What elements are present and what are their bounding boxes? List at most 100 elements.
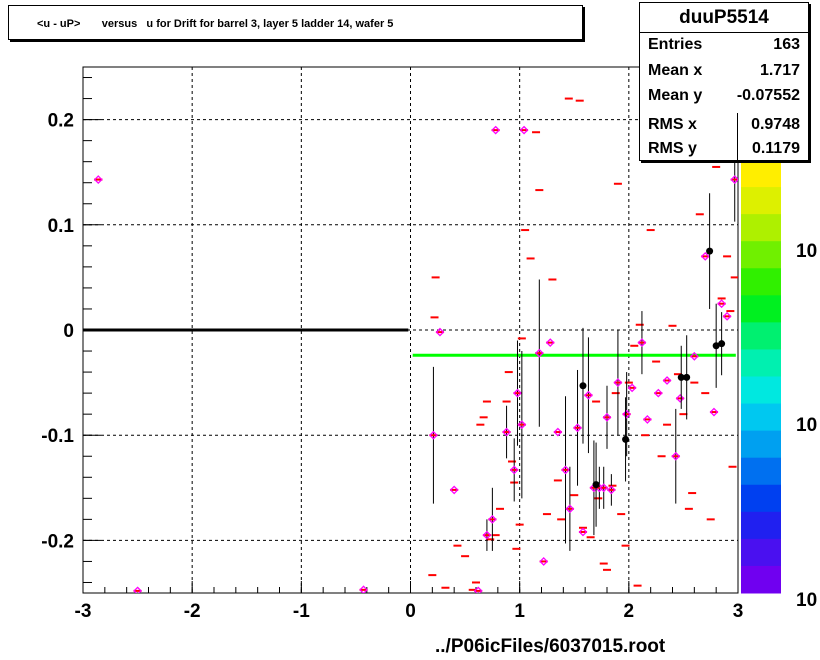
profile-point: [642, 415, 652, 424]
stats-row-mean-x: Mean x 1.717: [648, 62, 800, 86]
stats-value: 163: [773, 36, 800, 53]
stats-row-entries: Entries 163: [648, 36, 800, 60]
profile-point: [449, 485, 459, 495]
palette-cell: [741, 457, 781, 486]
stats-value: 1.717: [759, 62, 800, 79]
x-tick-label: -1: [293, 601, 310, 622]
stats-label: Mean y: [648, 87, 703, 104]
stats-row-rms-x: RMS x 0.9748: [648, 116, 800, 140]
stats-label: Entries: [648, 36, 703, 53]
palette-cell: [741, 268, 781, 296]
stats-name: duuP5514: [679, 7, 769, 28]
profile-point: [709, 407, 719, 417]
stats-box: duuP5514 Entries 163 Mean x 1.717 Mean y…: [639, 2, 809, 161]
chart-title: <u - uP> versus u for Drift for barrel 3…: [37, 18, 394, 30]
black-point: [677, 373, 685, 381]
x-tick-label: -3: [75, 601, 92, 622]
palette-cell: [741, 160, 781, 188]
profile-point: [627, 383, 637, 393]
x-tick-label: 0: [405, 601, 416, 622]
stats-label: RMS x: [648, 116, 697, 133]
y-tick-label: 0.1: [48, 216, 75, 237]
profile-point: [613, 378, 623, 388]
profile-point: [573, 423, 582, 433]
y-tick-label: -0.1: [41, 426, 74, 447]
palette-cell: [741, 295, 781, 323]
profile-point: [553, 427, 563, 437]
profile-point: [700, 251, 710, 261]
palette-cell: [741, 538, 781, 567]
black-point: [706, 247, 714, 255]
palette-cell: [741, 511, 781, 540]
x-tick-label: 1: [514, 601, 525, 622]
palette-cell: [741, 214, 781, 242]
palette-cell: [741, 241, 781, 269]
palette-cell: [741, 322, 781, 350]
profile-point: [722, 311, 732, 321]
profile-point: [519, 125, 529, 135]
stats-value: -0.07552: [736, 87, 800, 104]
colorbar-label: 10: [796, 590, 817, 611]
profile-point: [539, 557, 549, 566]
black-point: [579, 382, 587, 390]
black-point: [622, 435, 630, 443]
x-tick-label: 3: [733, 601, 744, 622]
black-point: [718, 340, 726, 348]
profile-point: [509, 465, 519, 475]
black-point: [592, 481, 600, 489]
title-box: <u - uP> versus u for Drift for barrel 3…: [8, 5, 583, 40]
profile-point: [517, 420, 527, 430]
profile-point: [730, 175, 738, 184]
profile-point: [578, 527, 588, 537]
profile-point: [602, 412, 612, 422]
profile-point: [637, 338, 647, 348]
profile-point: [473, 586, 483, 593]
black-point: [683, 373, 691, 381]
footer-filename: ../P06icFiles/6037015.root: [435, 636, 666, 657]
stats-row-mean-y: Mean y -0.07552: [648, 87, 800, 111]
palette-cell: [741, 484, 781, 513]
profile-point: [584, 390, 593, 400]
profile-point: [534, 348, 544, 358]
stats-label: Mean x: [648, 62, 703, 79]
profile-point: [689, 351, 699, 361]
profile-point: [565, 504, 575, 514]
black-point: [712, 342, 720, 350]
x-tick-label: 2: [624, 601, 635, 622]
y-tick-label: 0.2: [48, 111, 74, 132]
stats-divider: [640, 32, 808, 33]
profile-point: [662, 376, 672, 385]
profile-point: [545, 338, 555, 348]
profile-point: [675, 393, 685, 403]
profile-point: [491, 125, 501, 135]
profile-point: [429, 430, 438, 440]
palette-cell: [741, 565, 781, 594]
palette-cell: [741, 349, 781, 377]
stats-row-rms-y: RMS y 0.1179: [648, 140, 800, 164]
stats-label: RMS y: [648, 140, 697, 157]
profile-point: [599, 483, 609, 493]
y-tick-label: -0.2: [41, 531, 74, 552]
palette-cell: [741, 376, 781, 405]
profile-point: [93, 175, 103, 184]
palette-cell: [741, 403, 781, 432]
colorbar-label: 10: [796, 415, 817, 436]
profile-point: [606, 485, 616, 495]
profile-point: [502, 427, 511, 437]
profile-point: [561, 465, 570, 475]
profile-point: [133, 586, 143, 593]
y-tick-label: 0: [63, 321, 74, 342]
palette-cell: [741, 430, 781, 459]
profile-point: [513, 388, 522, 398]
profile-point: [653, 388, 663, 398]
profile-point: [671, 451, 681, 461]
profile-point: [482, 530, 492, 540]
stats-value: 0.1179: [751, 140, 800, 157]
colorbar-label: 10: [796, 241, 817, 262]
profile-point: [435, 327, 445, 337]
palette-cell: [741, 187, 781, 215]
stats-value: 0.9748: [751, 116, 800, 133]
x-tick-label: -2: [184, 601, 201, 622]
profile-point: [487, 514, 497, 524]
